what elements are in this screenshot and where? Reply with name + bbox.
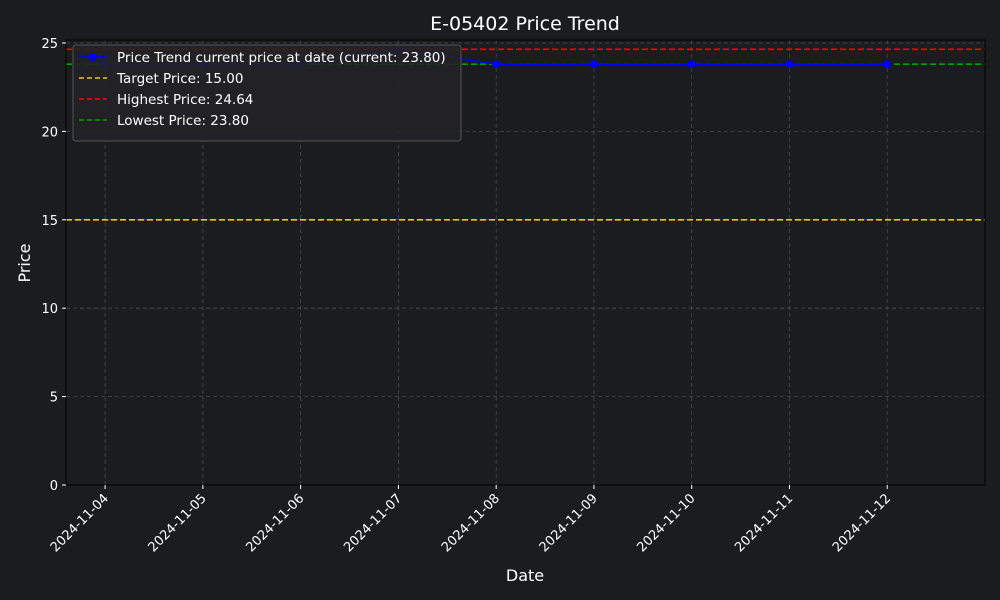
data-point [687,60,696,69]
y-tick-label: 15 [41,214,58,229]
y-axis-label: Price [15,243,34,282]
data-point [883,60,892,69]
legend: Price Trend current price at date (curre… [72,44,462,142]
chart-title: E-05402 Price Trend [430,13,620,35]
y-axis-ticks: 0 5 10 15 20 25 [41,37,66,494]
data-point [589,60,598,69]
y-tick-label: 25 [41,37,58,52]
x-axis-label: Date [506,566,544,585]
data-point [785,60,794,69]
y-tick-label: 20 [41,125,58,140]
legend-label: Target Price: 15.00 [116,71,243,87]
legend-box [72,44,462,142]
y-tick-label: 10 [41,302,58,317]
legend-label: Lowest Price: 23.80 [117,113,249,129]
legend-marker [89,53,97,61]
y-tick-label: 0 [50,479,58,494]
y-tick-label: 5 [50,391,58,406]
legend-label: Price Trend current price at date (curre… [117,50,446,66]
data-point [492,60,501,69]
plot-frame [65,39,986,486]
legend-label: Highest Price: 24.64 [117,92,253,108]
